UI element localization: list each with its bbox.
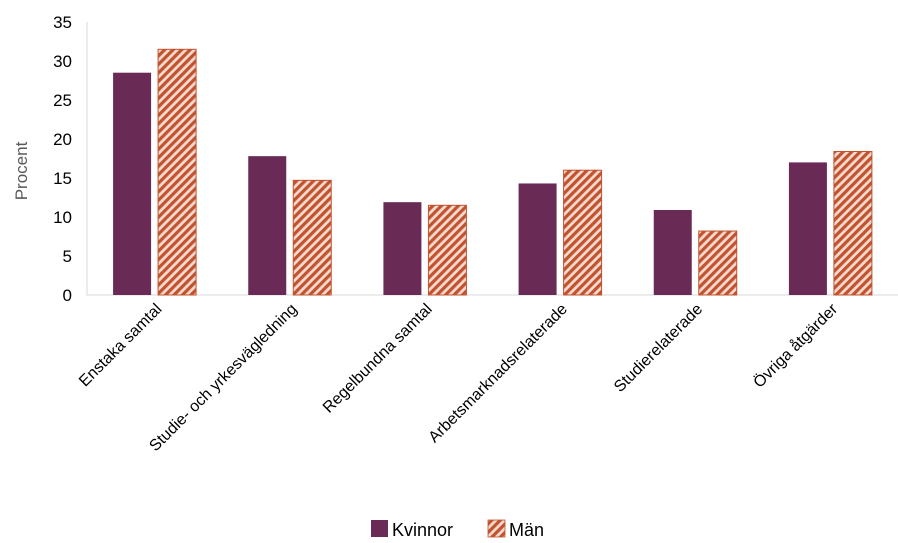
category-label: Enstaka samtal — [76, 301, 165, 390]
category-label: Regelbundna samtal — [320, 301, 436, 417]
y-axis-ticks: 0 5 10 15 20 25 30 35 — [53, 13, 72, 305]
legend-swatch-kvinnor — [371, 520, 388, 537]
bars-group — [113, 48, 873, 296]
bar-kvinnor — [383, 202, 422, 295]
bar-man — [427, 204, 467, 296]
bar-man — [833, 150, 873, 296]
legend-label-man: Män — [509, 520, 544, 540]
legend-swatch-man — [487, 519, 506, 538]
bar-kvinnor — [518, 183, 557, 295]
y-tick-label: 30 — [53, 52, 72, 71]
bar-man — [563, 169, 603, 296]
category-label: Studierelaterade — [611, 301, 706, 396]
legend-label-kvinnor: Kvinnor — [392, 520, 453, 540]
y-tick-label: 0 — [63, 286, 72, 305]
bar-man — [157, 48, 197, 296]
category-label: Arbetsmarknadsrelaterade — [426, 301, 571, 446]
category-label: Studie- och yrkesvägledning — [146, 301, 300, 455]
bar-kvinnor — [788, 162, 827, 295]
bar-man — [292, 179, 332, 296]
y-tick-label: 25 — [53, 91, 72, 110]
bar-man — [698, 230, 738, 296]
y-tick-label: 10 — [53, 208, 72, 227]
legend: Kvinnor Män — [371, 519, 544, 540]
category-label: Övriga åtgärder — [750, 300, 842, 392]
y-tick-label: 15 — [53, 169, 72, 188]
y-tick-label: 5 — [63, 247, 72, 266]
y-tick-label: 20 — [53, 130, 72, 149]
y-tick-label: 35 — [53, 13, 72, 32]
bar-kvinnor — [113, 72, 152, 295]
bar-kvinnor — [248, 156, 287, 295]
y-axis-title: Procent — [12, 141, 31, 200]
bar-kvinnor — [653, 209, 692, 295]
